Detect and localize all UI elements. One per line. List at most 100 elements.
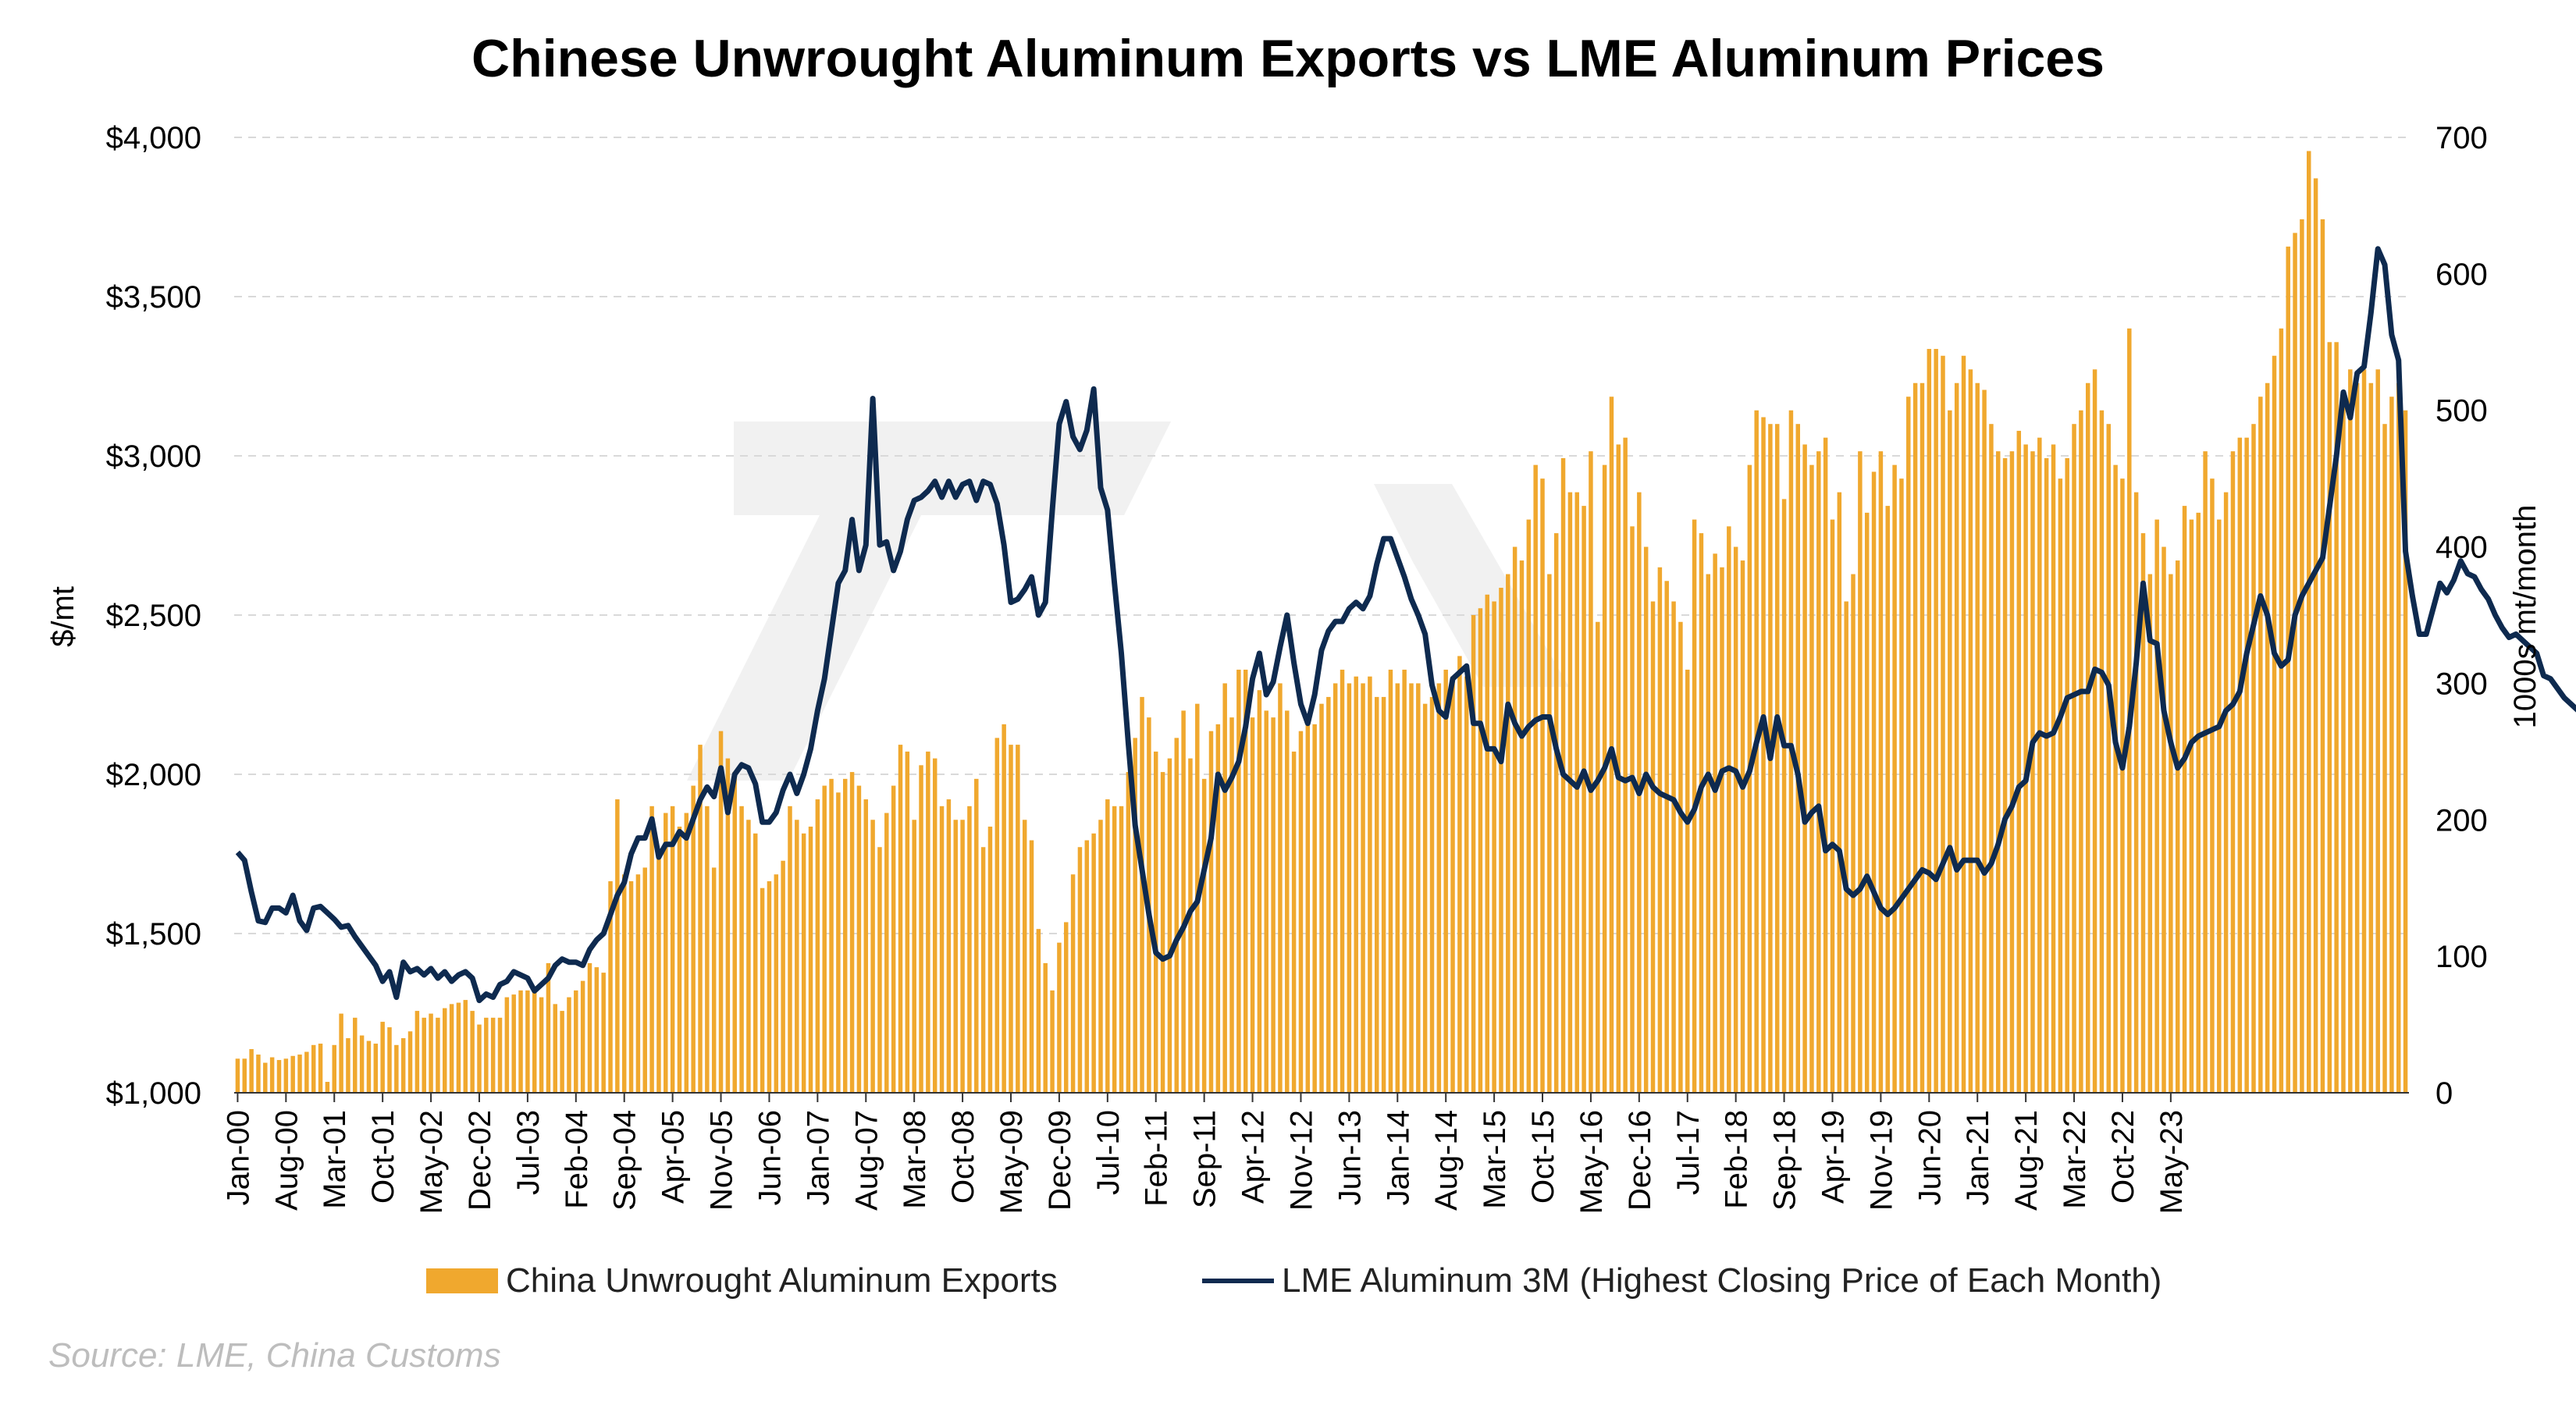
export-bar [1802, 444, 1807, 1093]
export-bar [808, 827, 813, 1093]
export-bar [1436, 683, 1442, 1093]
y-left-tick-label: $3,500 [106, 280, 201, 315]
export-bar [932, 758, 938, 1093]
export-bar [1291, 751, 1297, 1093]
export-bar [1643, 546, 1649, 1093]
export-bar [1264, 710, 1268, 1093]
x-tick-label: Nov-12 [1284, 1110, 1318, 1211]
export-bar [2368, 382, 2374, 1093]
export-bar [1892, 464, 1897, 1093]
export-bar [987, 827, 993, 1093]
export-bar [1996, 451, 2001, 1093]
export-bar [1243, 669, 1248, 1093]
x-tick-label: Feb-18 [1720, 1110, 1754, 1209]
export-bar [2147, 574, 2153, 1093]
export-bar [400, 1038, 406, 1093]
x-tick-label: Mar-22 [2058, 1110, 2092, 1209]
x-tick-label: May-23 [2154, 1110, 2189, 1214]
export-bar [449, 1004, 454, 1093]
y-right-tick-label: 600 [2435, 258, 2488, 292]
export-bar [746, 820, 751, 1093]
export-bar [1167, 758, 1172, 1093]
export-bar [1685, 669, 1690, 1093]
export-bar [1589, 451, 1593, 1093]
export-bar [463, 1000, 468, 1093]
export-bar [1257, 690, 1262, 1093]
x-tick-label: Apr-19 [1816, 1110, 1850, 1204]
export-bar [1747, 464, 1752, 1093]
export-bar [1361, 683, 1365, 1093]
export-bar [353, 1017, 358, 1093]
export-bar [456, 1002, 461, 1093]
export-bar [429, 1013, 433, 1093]
export-bar [1830, 519, 1835, 1093]
export-bar [2272, 355, 2277, 1093]
export-bars [235, 151, 2408, 1094]
export-bar [898, 745, 903, 1093]
export-bar [1443, 669, 1448, 1093]
export-bar [994, 738, 1000, 1093]
export-bar [1133, 738, 1137, 1093]
y-left-tick-label: $4,000 [106, 121, 201, 155]
export-bar [1713, 553, 1717, 1093]
export-bar [795, 820, 799, 1093]
x-tick-label: Mar-08 [898, 1110, 932, 1209]
export-bar [1084, 840, 1090, 1093]
export-bar [346, 1038, 350, 1093]
export-bar [2217, 519, 2222, 1093]
legend-bars-label: China Unwrought Aluminum Exports [506, 1261, 1058, 1300]
x-tick-label: Jul-10 [1091, 1110, 1126, 1195]
export-bar [380, 1022, 385, 1093]
export-bar [1961, 355, 1966, 1093]
x-tick-label: Aug-00 [269, 1110, 304, 1211]
export-bar [2154, 519, 2159, 1093]
export-bar [2002, 457, 2008, 1093]
export-bar [1720, 567, 1724, 1093]
export-bar [1112, 806, 1117, 1093]
export-bar [373, 1044, 379, 1093]
export-bar [2133, 492, 2139, 1093]
export-bar [1506, 574, 1510, 1093]
export-bar [1029, 840, 1034, 1093]
export-bar [1671, 601, 1676, 1093]
export-bar [1312, 724, 1317, 1093]
y-right-axis-title: 1000s mt/month [2508, 505, 2542, 729]
export-bar [269, 1057, 275, 1093]
export-bar [1057, 942, 1062, 1093]
export-bar [490, 1017, 496, 1093]
export-bar [822, 785, 827, 1093]
x-tick-label: Jun-06 [753, 1110, 787, 1205]
export-bar [2341, 397, 2346, 1094]
export-bar [2175, 560, 2180, 1093]
x-tick-label: Oct-22 [2106, 1110, 2140, 1204]
export-bar [1567, 492, 1573, 1093]
export-bar [1077, 847, 1083, 1093]
export-bar [2307, 151, 2311, 1094]
export-bar [443, 1008, 447, 1093]
export-bar [2237, 437, 2243, 1093]
export-bar [1678, 621, 1683, 1093]
export-bar [1354, 676, 1358, 1093]
export-bar [856, 785, 862, 1093]
export-bar [436, 1017, 440, 1093]
export-bar [325, 1082, 330, 1093]
export-bar [836, 792, 841, 1093]
export-bar [1422, 703, 1428, 1093]
export-bar [1727, 526, 1731, 1093]
y-left-tick-label: $1,500 [106, 917, 201, 951]
export-bar [2334, 342, 2339, 1093]
export-bar [1948, 410, 1952, 1093]
export-bar [497, 1017, 503, 1093]
export-bar [718, 731, 724, 1093]
export-bar [407, 1031, 413, 1093]
export-bar [1250, 717, 1255, 1093]
x-tick-label: Sep-04 [608, 1110, 642, 1211]
export-bar [2327, 342, 2332, 1093]
y-left-tick-label: $2,000 [106, 758, 201, 792]
x-tick-label: Aug-21 [2009, 1110, 2044, 1211]
legend-line-swatch [1202, 1279, 1274, 1283]
export-bar [2113, 464, 2118, 1093]
export-bar [1298, 731, 1304, 1093]
export-bar [1574, 492, 1579, 1093]
